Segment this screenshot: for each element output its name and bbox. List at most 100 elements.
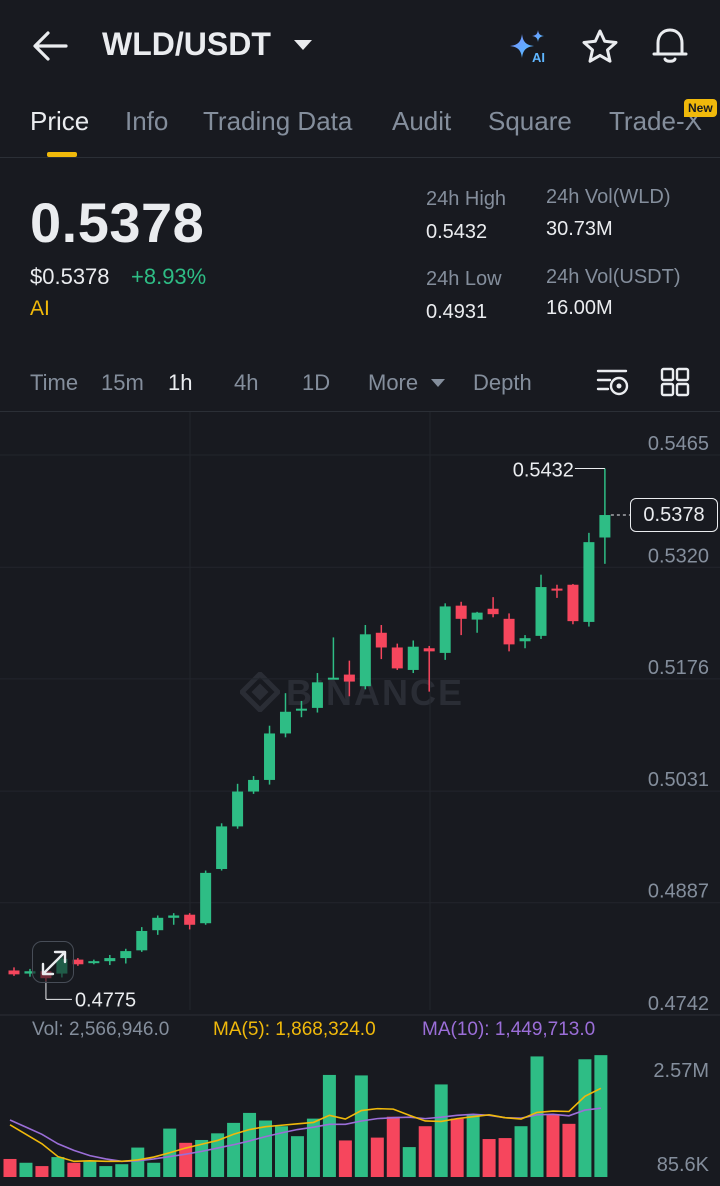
ai-sparkle-icon[interactable]: AI	[508, 28, 550, 66]
chart-settings-icon[interactable]	[596, 367, 630, 397]
volume-bar	[434, 1084, 448, 1177]
volume-bar	[322, 1074, 336, 1177]
candle-body	[455, 605, 467, 619]
volume-bar	[370, 1137, 384, 1177]
fullscreen-button[interactable]	[32, 941, 74, 983]
active-tab-indicator	[47, 152, 77, 157]
candle-body	[264, 733, 276, 780]
volume-bar	[227, 1122, 241, 1177]
volume-bar	[3, 1158, 17, 1177]
volume-bar	[83, 1161, 97, 1177]
ma10-readout: MA(10): 1,449,713.0	[422, 1019, 596, 1040]
more-caret-icon[interactable]	[431, 379, 445, 387]
candle-body	[503, 618, 515, 645]
candle-body	[519, 638, 531, 642]
low-value: 0.4931	[426, 301, 488, 323]
candle-body	[104, 958, 116, 962]
expand-icon	[41, 950, 67, 976]
volume-bar	[418, 1126, 432, 1177]
candle-body	[359, 634, 371, 687]
last-price: 0.5378	[30, 191, 205, 254]
interval-1h[interactable]: 1h	[168, 370, 193, 395]
tab-info[interactable]: Info	[125, 106, 169, 136]
candle-body	[567, 584, 579, 622]
candle-body	[88, 961, 100, 964]
low-marker-label: 0.4775	[75, 989, 136, 1011]
volume-bar	[562, 1123, 576, 1177]
volume-bar	[243, 1112, 257, 1177]
volume-bar	[259, 1120, 273, 1177]
candle-body	[423, 648, 435, 652]
chevron-down-icon[interactable]	[294, 40, 312, 50]
interval-4h[interactable]: 4h	[234, 370, 259, 395]
chart-grid	[0, 412, 720, 1016]
candle-body	[168, 915, 180, 918]
volume-bar	[51, 1157, 65, 1177]
layout-grid-icon[interactable]	[660, 367, 690, 397]
candle-body	[327, 677, 339, 680]
candle-body	[200, 872, 212, 924]
volume-bar	[546, 1114, 560, 1177]
vol-quote-value: 16.00M	[546, 297, 613, 319]
price-axis: 0.5465 0.5320 0.5176 0.5031 0.4887 0.4742	[648, 433, 709, 1015]
volume-chart	[3, 1055, 608, 1177]
candle-body	[407, 646, 419, 670]
candle-body	[535, 587, 547, 636]
candle-body	[295, 708, 307, 711]
volume-bar	[115, 1164, 129, 1177]
vol-base-label: 24h Vol(WLD)	[546, 186, 671, 208]
vol-readout: Vol: 2,566,946.0	[32, 1019, 170, 1040]
high-marker-label: 0.5432	[513, 460, 574, 482]
candle-body	[279, 711, 291, 734]
volume-bar	[498, 1138, 512, 1177]
candle-body	[136, 930, 148, 951]
candle-body	[216, 826, 228, 870]
usd-price: $0.5378	[30, 264, 110, 289]
volume-bar	[594, 1055, 608, 1177]
volume-tick-label: 2.57M	[653, 1060, 709, 1082]
candle-body	[583, 542, 595, 622]
tab-square[interactable]: Square	[488, 106, 572, 136]
tab-bar: Price Info Trading Data Audit Square Tra…	[0, 92, 720, 158]
volume-bar	[450, 1118, 464, 1177]
candle-body	[343, 674, 355, 682]
pair-title[interactable]: WLD/USDT	[102, 26, 271, 62]
interval-1d[interactable]: 1D	[302, 370, 331, 395]
volume-bar	[354, 1075, 368, 1177]
price-tick-label: 0.5465	[648, 433, 709, 455]
tab-audit[interactable]: Audit	[392, 106, 452, 136]
high-label: 24h High	[426, 188, 507, 210]
volume-bar	[338, 1140, 352, 1177]
top-bar: WLD/USDT AI	[0, 0, 720, 92]
price-chart[interactable]: 0.5465 0.5320 0.5176 0.5031 0.4887 0.4742 0.5…	[0, 412, 720, 1186]
volume-bar	[578, 1059, 592, 1177]
tab-price[interactable]: Price	[30, 106, 90, 136]
candle-body	[248, 779, 260, 792]
star-icon[interactable]	[580, 27, 620, 67]
interval-depth[interactable]: Depth	[473, 370, 532, 395]
ai-link[interactable]: AI	[30, 297, 50, 320]
candle-body	[232, 791, 244, 827]
candle-body	[72, 959, 84, 965]
tab-trading-data[interactable]: Trading Data	[203, 106, 353, 136]
volume-bar	[195, 1139, 209, 1177]
vol-quote-label: 24h Vol(USDT)	[546, 266, 681, 288]
volume-bar	[211, 1133, 225, 1177]
volume-bar	[482, 1139, 496, 1177]
ma5-readout: MA(5): 1,868,324.0	[213, 1019, 376, 1040]
volume-bar	[466, 1114, 480, 1177]
back-arrow-icon[interactable]	[30, 28, 70, 64]
volume-bar	[67, 1162, 81, 1177]
interval-15m[interactable]: 15m	[101, 370, 144, 395]
interval-time[interactable]: Time	[30, 370, 79, 395]
volume-bar	[274, 1126, 288, 1177]
bell-icon[interactable]	[650, 24, 690, 66]
candle-body	[184, 914, 196, 925]
volume-bar	[35, 1166, 49, 1177]
ma5-line	[9, 1087, 602, 1163]
interval-more[interactable]: More	[368, 370, 419, 395]
candle-body	[8, 970, 20, 975]
candle-body	[152, 917, 164, 931]
new-badge: New	[684, 99, 717, 117]
price-tick-label: 0.4742	[648, 993, 709, 1015]
